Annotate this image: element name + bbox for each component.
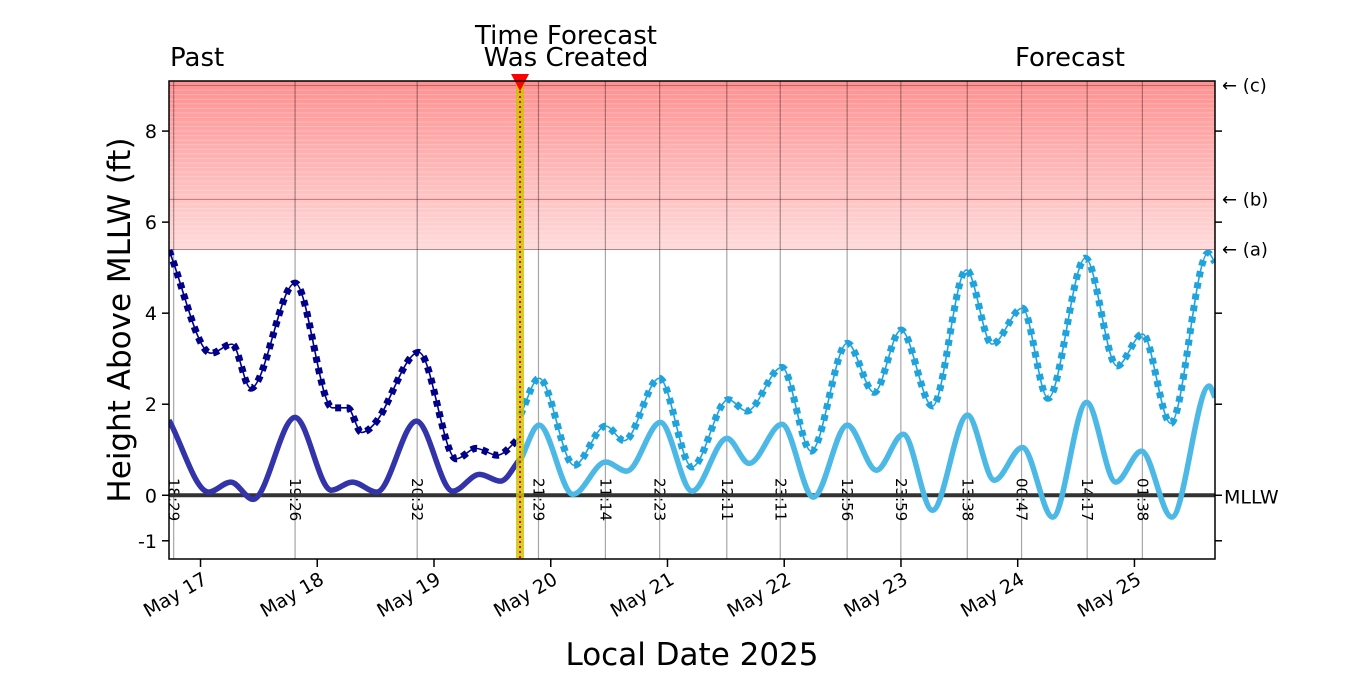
anomaly-line (169, 414, 523, 503)
tide-time-label: 19:26 (286, 478, 304, 521)
x-tick-label: May 19 (373, 568, 444, 622)
y-tick-label: 0 (145, 485, 157, 507)
tide-time-label: 11:14 (596, 478, 614, 521)
y-tick-label: 6 (145, 212, 157, 234)
plot-area: 18:29 19:26 20:32 21:29 11:14 22:23 12:11 23:11… (165, 81, 1215, 559)
tide-time-label: 21:29 (529, 478, 547, 521)
tide-line (169, 250, 521, 460)
forecast-label: Time Forecast (474, 21, 657, 51)
x-tick-label: May 24 (957, 568, 1028, 622)
x-axis-label: Local Date 2025 (565, 637, 818, 673)
x-tick-label: May 18 (257, 568, 328, 622)
tide-time-label: 18:29 (165, 478, 183, 521)
tide-time-label: 23:59 (892, 478, 910, 521)
y-tick-label: 2 (145, 394, 157, 416)
threshold-label: ← (c) (1222, 76, 1267, 97)
water-level-markers (169, 249, 523, 463)
tide-time-label: 12:11 (718, 478, 736, 521)
y-tick-label: -1 (138, 531, 157, 553)
x-tick-label: May 25 (1074, 568, 1145, 622)
water-level-markers (517, 249, 1215, 471)
plot-frame (168, 80, 1216, 560)
tide-time-label: 20:32 (408, 478, 426, 521)
forecast-band (516, 81, 525, 559)
tide-time-label: 01:38 (1133, 478, 1151, 521)
tide-time-label: 00:47 (1013, 478, 1031, 521)
tide-time-label: 14:17 (1078, 478, 1096, 521)
threshold-label: ← (b) (1222, 189, 1268, 210)
datum-label: MLLW (1224, 486, 1279, 508)
tide-time-label: 13:38 (958, 478, 976, 521)
tide-time-label: 23:11 (771, 478, 789, 521)
tide-time-label: 22:23 (651, 478, 669, 521)
title-past: Past (170, 43, 224, 73)
x-tick-label: May 22 (724, 568, 795, 622)
x-tick-label: May 17 (140, 568, 211, 622)
threshold-label: ← (a) (1222, 239, 1268, 260)
forecast-marker (511, 74, 530, 91)
tide-time-label: 12:56 (838, 478, 856, 521)
y-tick-label: 8 (145, 121, 157, 143)
anomaly-line (517, 383, 1215, 520)
title-forecast: Forecast (1015, 43, 1125, 73)
forecast-label: Was Created (484, 43, 649, 73)
y-axis-label: Height Above MLLW (ft) (102, 137, 138, 502)
y-tick-label: 4 (145, 303, 157, 325)
flood-zone (169, 81, 1215, 250)
x-tick-label: May 20 (490, 568, 561, 622)
x-tick-label: May 21 (607, 568, 678, 622)
x-tick-label: May 23 (840, 568, 911, 622)
